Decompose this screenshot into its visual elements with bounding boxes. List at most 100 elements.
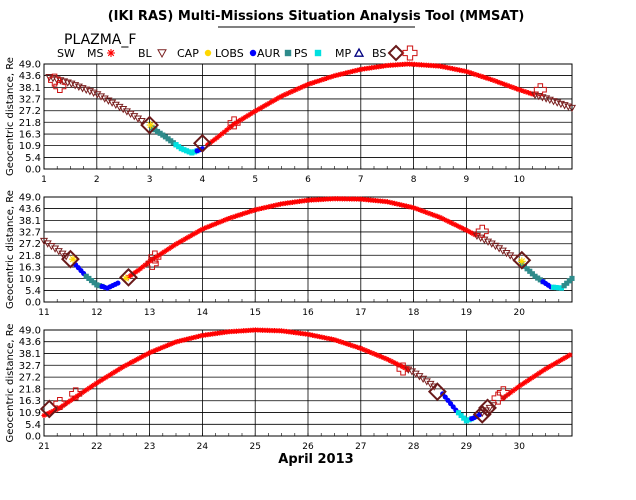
marker-sw bbox=[69, 387, 83, 401]
y-tick-label: 10.9 bbox=[19, 408, 41, 419]
marker-ps bbox=[186, 149, 192, 155]
marker-ms bbox=[378, 354, 384, 360]
y-axis-label: Geocentric distance, Re bbox=[5, 324, 16, 443]
segment-lobs bbox=[99, 280, 121, 291]
marker-bl bbox=[108, 99, 117, 107]
marker-ms bbox=[188, 335, 194, 341]
marker-ms bbox=[250, 109, 256, 116]
marker-sw bbox=[227, 116, 241, 130]
marker-ms bbox=[103, 374, 109, 381]
marker-ps bbox=[556, 285, 562, 291]
marker-ms bbox=[374, 352, 380, 358]
marker-sw bbox=[533, 83, 547, 97]
marker-ms bbox=[67, 398, 73, 404]
marker-ms bbox=[142, 262, 148, 268]
marker-ms bbox=[181, 337, 187, 343]
marker-ms bbox=[209, 222, 215, 228]
marker-ms bbox=[136, 355, 142, 361]
marker-ms bbox=[133, 269, 139, 275]
marker-ms bbox=[204, 224, 210, 230]
marker-ms bbox=[538, 369, 544, 375]
marker-ms bbox=[364, 348, 370, 354]
marker-ms bbox=[240, 115, 246, 121]
marker-ms bbox=[173, 241, 179, 247]
marker-ms bbox=[235, 118, 242, 124]
y-tick-label: 0.0 bbox=[25, 298, 41, 309]
segment-ms bbox=[41, 327, 411, 419]
x-tick-label: 7 bbox=[358, 175, 364, 185]
marker-aur bbox=[88, 278, 95, 284]
marker-bl bbox=[96, 93, 106, 101]
marker-ms bbox=[125, 274, 132, 280]
marker-ms bbox=[128, 272, 134, 278]
marker-ms bbox=[124, 362, 130, 368]
y-tick-label: 21.8 bbox=[19, 384, 41, 395]
marker-ms bbox=[96, 379, 102, 385]
marker-ms bbox=[138, 354, 145, 360]
marker-ms bbox=[153, 347, 159, 353]
marker-ms bbox=[269, 99, 275, 105]
marker-ms bbox=[536, 370, 542, 376]
marker-bs bbox=[478, 398, 497, 418]
marker-ms bbox=[487, 76, 494, 82]
marker-ms bbox=[219, 131, 225, 137]
marker-ps bbox=[178, 146, 184, 152]
x-tick-label: 8 bbox=[411, 175, 417, 185]
marker-ms bbox=[340, 340, 346, 346]
marker-ms bbox=[155, 346, 161, 352]
y-tick-label: 5.4 bbox=[25, 420, 41, 431]
marker-sw bbox=[53, 80, 67, 93]
marker-ms bbox=[555, 359, 561, 365]
marker-ms bbox=[359, 346, 365, 352]
marker-ms bbox=[376, 353, 382, 359]
marker-ms bbox=[328, 74, 334, 80]
marker-ms bbox=[492, 78, 498, 84]
marker-ms bbox=[167, 341, 173, 347]
marker-ms bbox=[357, 345, 363, 351]
marker-ms bbox=[175, 240, 181, 246]
marker-ms bbox=[468, 229, 474, 236]
marker-ps bbox=[176, 144, 182, 150]
marker-ms bbox=[342, 70, 349, 76]
marker-ms bbox=[178, 238, 184, 245]
marker-ms bbox=[46, 410, 52, 416]
x-tick-label: 20 bbox=[513, 308, 525, 318]
y-tick-label: 21.8 bbox=[19, 251, 41, 262]
marker-ms bbox=[112, 369, 118, 375]
marker-ms bbox=[420, 208, 426, 214]
marker-ms bbox=[84, 387, 90, 393]
marker-ms bbox=[77, 391, 83, 398]
marker-ms bbox=[140, 264, 146, 270]
marker-ms bbox=[295, 86, 301, 92]
marker-ms bbox=[290, 88, 296, 94]
marker-ms bbox=[218, 218, 224, 225]
marker-ms bbox=[251, 207, 258, 213]
marker-ms bbox=[41, 412, 47, 419]
marker-ps bbox=[461, 415, 467, 421]
marker-ms bbox=[190, 232, 196, 238]
y-tick-label: 38.1 bbox=[19, 216, 41, 227]
marker-ms bbox=[472, 232, 478, 238]
legend-label: MS bbox=[87, 47, 103, 60]
marker-ms bbox=[172, 339, 178, 346]
legend-symbol-square bbox=[284, 49, 292, 57]
marker-ms bbox=[145, 350, 152, 356]
x-tick-label: 22 bbox=[91, 442, 102, 452]
marker-ms bbox=[528, 90, 534, 97]
marker-ms bbox=[135, 267, 141, 274]
marker-ms bbox=[352, 68, 358, 74]
marker-ms bbox=[371, 351, 377, 357]
marker-sw bbox=[396, 362, 410, 376]
marker-ms bbox=[422, 209, 429, 215]
marker-bl bbox=[111, 101, 120, 110]
marker-ms bbox=[185, 234, 191, 240]
marker-sw bbox=[48, 73, 62, 87]
marker-ms bbox=[199, 226, 205, 232]
marker-ms bbox=[511, 85, 517, 91]
marker-ms bbox=[441, 216, 448, 223]
x-tick-label: 5 bbox=[252, 175, 258, 185]
marker-aur bbox=[94, 282, 100, 288]
marker-ms bbox=[331, 73, 337, 79]
marker-sw bbox=[145, 256, 159, 270]
marker-bl bbox=[567, 104, 577, 113]
